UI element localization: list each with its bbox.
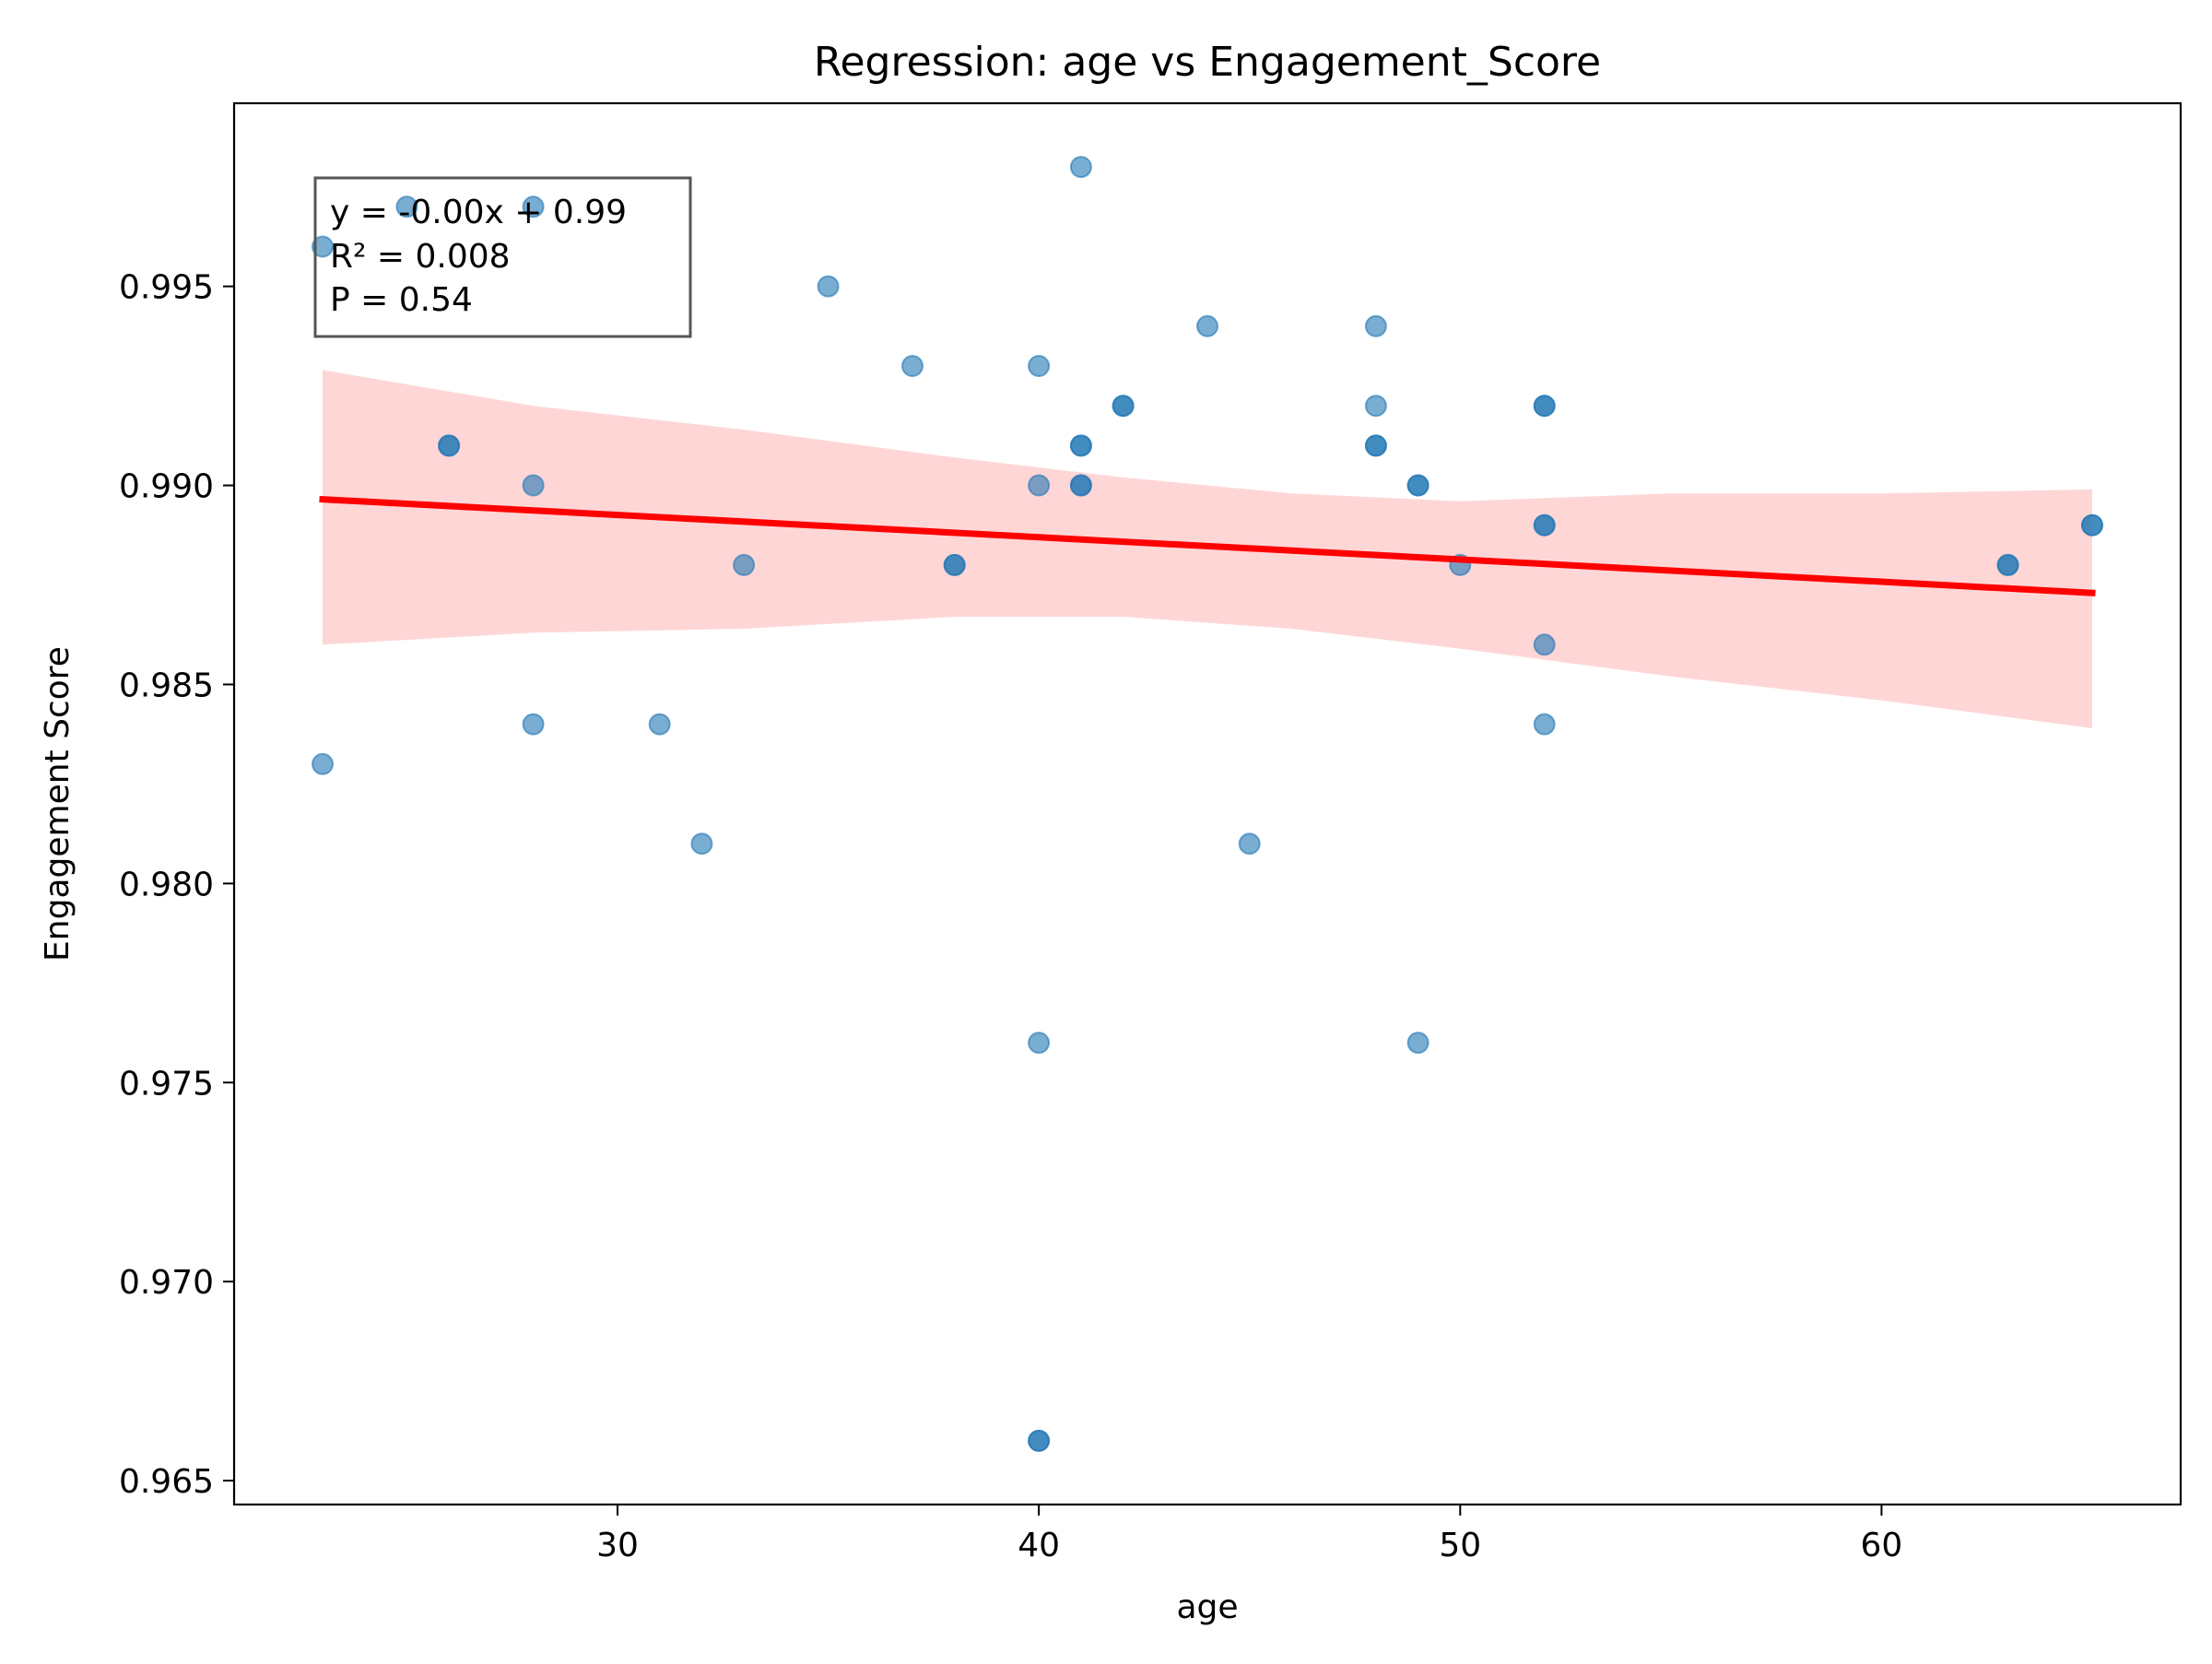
stats-annotation: y = -0.00x + 0.99 R² = 0.008 P = 0.54	[313, 176, 692, 338]
scatter-point	[901, 355, 924, 377]
scatter-point	[817, 275, 840, 298]
scatter-point	[1112, 395, 1135, 418]
y-tick-label: 0.985	[119, 667, 214, 704]
scatter-point	[648, 713, 671, 736]
scatter-point	[312, 235, 334, 258]
scatter-point	[1996, 553, 2019, 576]
y-tick-label: 0.975	[119, 1065, 214, 1103]
y-axis-label: Engagement Score	[39, 646, 76, 962]
y-tick-label: 0.980	[119, 866, 214, 903]
scatter-point	[1533, 513, 1556, 537]
scatter-point	[1196, 314, 1218, 337]
x-tick-label: 50	[1439, 1527, 1481, 1564]
scatter-point	[2081, 513, 2103, 537]
regression-line-layer	[319, 495, 2096, 596]
stats-equation: y = -0.00x + 0.99	[330, 194, 627, 231]
x-axis-ticks: 30 40 50 60	[596, 1505, 1902, 1564]
scatter-point	[1364, 395, 1387, 418]
scatter-point	[733, 553, 756, 576]
scatter-point	[522, 713, 545, 736]
scatter-point	[1364, 434, 1387, 457]
scatter-point	[1028, 1032, 1051, 1055]
scatter-point	[690, 832, 713, 856]
y-tick-label: 0.995	[119, 269, 214, 307]
scatter-point	[1069, 434, 1092, 457]
scatter-point	[1533, 713, 1556, 736]
y-tick-label: 0.990	[119, 468, 214, 506]
stats-p-value: P = 0.54	[330, 281, 473, 319]
y-tick-label: 0.965	[119, 1463, 214, 1501]
y-axis-ticks: 0.965 0.970 0.975 0.980 0.985 0.990 0.995	[119, 269, 234, 1501]
scatter-point	[1069, 156, 1092, 179]
scatter-point	[1028, 1429, 1051, 1452]
points-layer	[312, 156, 2103, 1452]
scatter-point	[522, 474, 545, 497]
x-tick-label: 60	[1861, 1527, 1903, 1564]
scatter-point	[438, 434, 461, 457]
scatter-point	[522, 195, 545, 218]
regression-line	[319, 495, 2096, 596]
chart-title: Regression: age vs Engagement_Score	[814, 39, 1601, 86]
scatter-point	[1406, 1032, 1430, 1055]
scatter-point	[1533, 633, 1556, 656]
scatter-point	[1364, 314, 1387, 337]
x-tick-label: 30	[596, 1527, 639, 1564]
scatter-point	[943, 553, 966, 576]
stats-r-squared: R² = 0.008	[330, 238, 511, 276]
scatter-point	[1028, 355, 1051, 377]
plot-area-frame	[232, 101, 2183, 1506]
stats-annotation-box	[313, 176, 692, 338]
x-axis-label: age	[1176, 1588, 1238, 1626]
scatter-point	[1069, 474, 1092, 497]
scatter-point	[1028, 474, 1051, 497]
scatter-point	[1238, 832, 1261, 856]
scatter-point	[1406, 474, 1430, 497]
scatter-point	[395, 195, 418, 218]
x-tick-label: 40	[1018, 1527, 1060, 1564]
y-tick-label: 0.970	[119, 1264, 214, 1302]
scatter-point	[1533, 395, 1556, 418]
scatter-point	[312, 752, 334, 775]
